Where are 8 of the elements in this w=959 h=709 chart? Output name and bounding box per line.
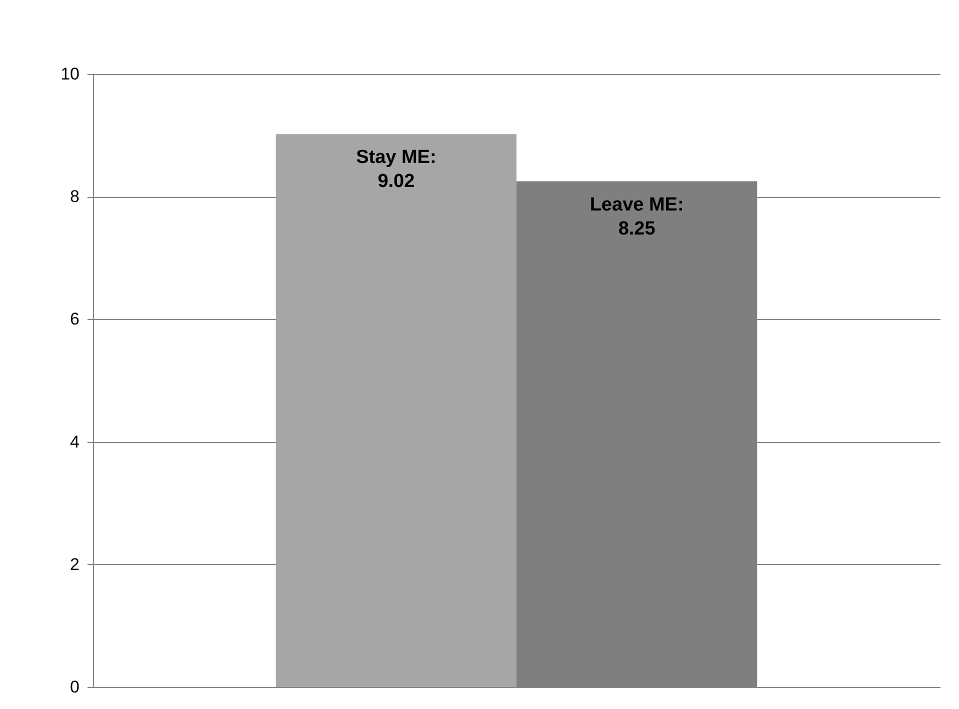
y-tick-label: 2 [70, 554, 80, 574]
y-tick-label: 10 [60, 64, 80, 84]
y-tick-label: 6 [70, 310, 80, 329]
data-label: Stay ME: 9.02 [356, 147, 436, 192]
y-tick-label: 4 [70, 432, 80, 452]
y-tick-label: 8 [70, 187, 80, 206]
data-label: Leave ME: 8.25 [590, 194, 684, 240]
y-tick-label: 0 [70, 678, 80, 696]
